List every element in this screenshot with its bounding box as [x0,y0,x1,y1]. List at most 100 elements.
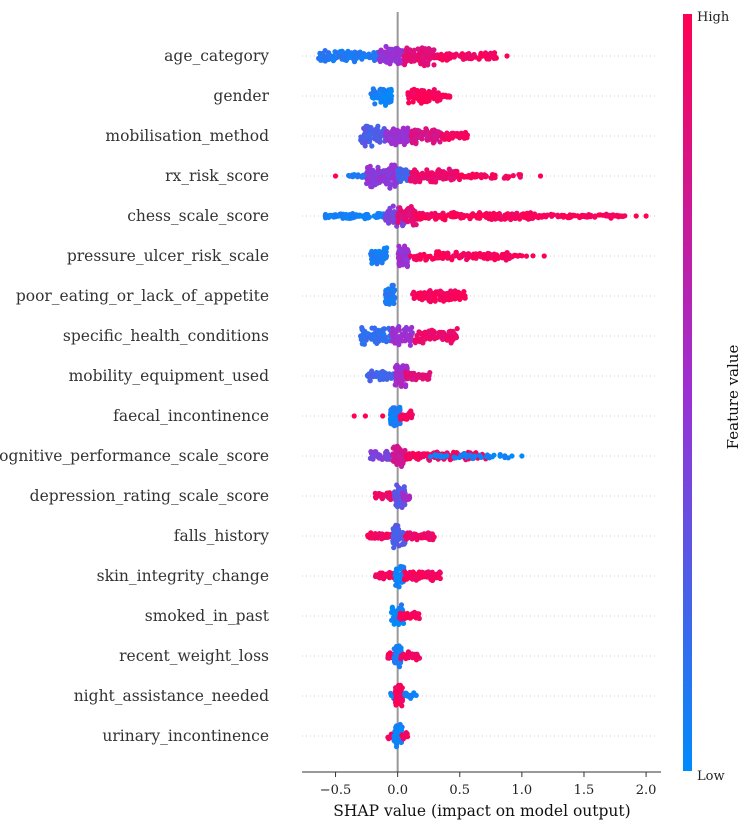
shap-point [364,212,370,218]
shap-point [403,655,409,662]
shap-point [364,123,371,129]
shap-point [397,534,403,541]
shap-point [397,380,403,386]
shap-point [539,214,545,220]
shap-point [438,335,445,341]
shap-point [392,163,398,169]
shap-point [391,658,398,665]
shap-point [457,253,463,259]
shap-point [409,140,415,146]
shap-point-outlier [351,413,357,419]
feature-label: pressure_ulcer_risk_scale [67,247,269,265]
shap-point [410,49,416,55]
shap-point [459,172,465,178]
shap-point [381,331,387,337]
shap-point [423,48,429,54]
shap-point [375,454,381,460]
shap-point [385,655,391,661]
shap-point [384,449,390,455]
shap-point [404,364,410,370]
shap-point [388,297,394,303]
shap-point [392,382,398,388]
shap-point [392,453,398,459]
shap-point [392,331,398,337]
shap-point [392,411,398,417]
shap-point [446,331,452,337]
shap-point [439,290,445,296]
shap-point [385,373,391,379]
shap-point [550,212,557,218]
shap-point [444,453,450,459]
shap-point [380,494,386,500]
shap-point [385,59,391,65]
shap-point [400,262,406,268]
shap-point [401,564,407,570]
shap-point [387,416,394,422]
shap-point [365,533,371,540]
shap-point [400,174,406,180]
shap-point [464,256,470,263]
shap-point [431,171,437,177]
shap-point [375,167,381,173]
shap-point [415,91,421,97]
shap-point [397,420,403,427]
shap-point [408,692,415,698]
shap-point [419,48,425,54]
shap-point [347,173,353,179]
shap-point [436,249,442,255]
shap-point [394,339,400,345]
shap-point [428,570,434,576]
shap-point [396,664,403,670]
feature-label: age_category [164,47,269,65]
shap-point [373,128,379,134]
shap-point [559,212,565,218]
feature-label: chess_scale_score [127,207,269,225]
shap-point [449,212,455,218]
shap-point [511,252,517,258]
shap-point [367,136,373,142]
shap-point [391,545,397,551]
shap-point [368,174,374,181]
shap-point [483,53,489,59]
shap-point [378,258,384,264]
shap-point [381,245,387,251]
feature-label: mobility_equipment_used [69,367,269,385]
shap-point [379,374,385,380]
feature-label: recent_weight_loss [119,647,269,665]
shap-point [419,87,425,94]
shap-point [416,329,422,335]
shap-point [352,54,359,60]
shap-point [416,569,422,575]
colorbar-title: Feature value [724,345,742,450]
feature-label: smoked_in_past [145,607,270,625]
shap-point [488,252,494,258]
shap-point [423,372,429,378]
shap-point [375,123,381,129]
shap-point [378,535,384,541]
shap-point [380,175,387,181]
shap-point [414,253,420,259]
shap-point [445,51,451,57]
feature-label: urinary_incontinence [102,727,269,745]
colorbar-low-label: Low [697,769,725,784]
shap-point [579,213,585,219]
shap-point [435,289,441,295]
shap-point [468,175,474,181]
shap-point [404,263,410,270]
shap-point [444,290,451,296]
shap-point [386,736,392,742]
shap-point [403,383,409,390]
shap-point [406,92,412,98]
shap-point [453,295,459,301]
shap-point-outlier [509,453,515,459]
shap-point [402,447,408,454]
shap-point [477,215,483,221]
feature-label: rx_risk_score [165,167,269,185]
shap-point [468,453,474,459]
shap-point [450,253,457,259]
shap-point [424,167,430,173]
shap-point [413,293,419,299]
shap-point [412,340,418,346]
shap-point [434,453,440,459]
